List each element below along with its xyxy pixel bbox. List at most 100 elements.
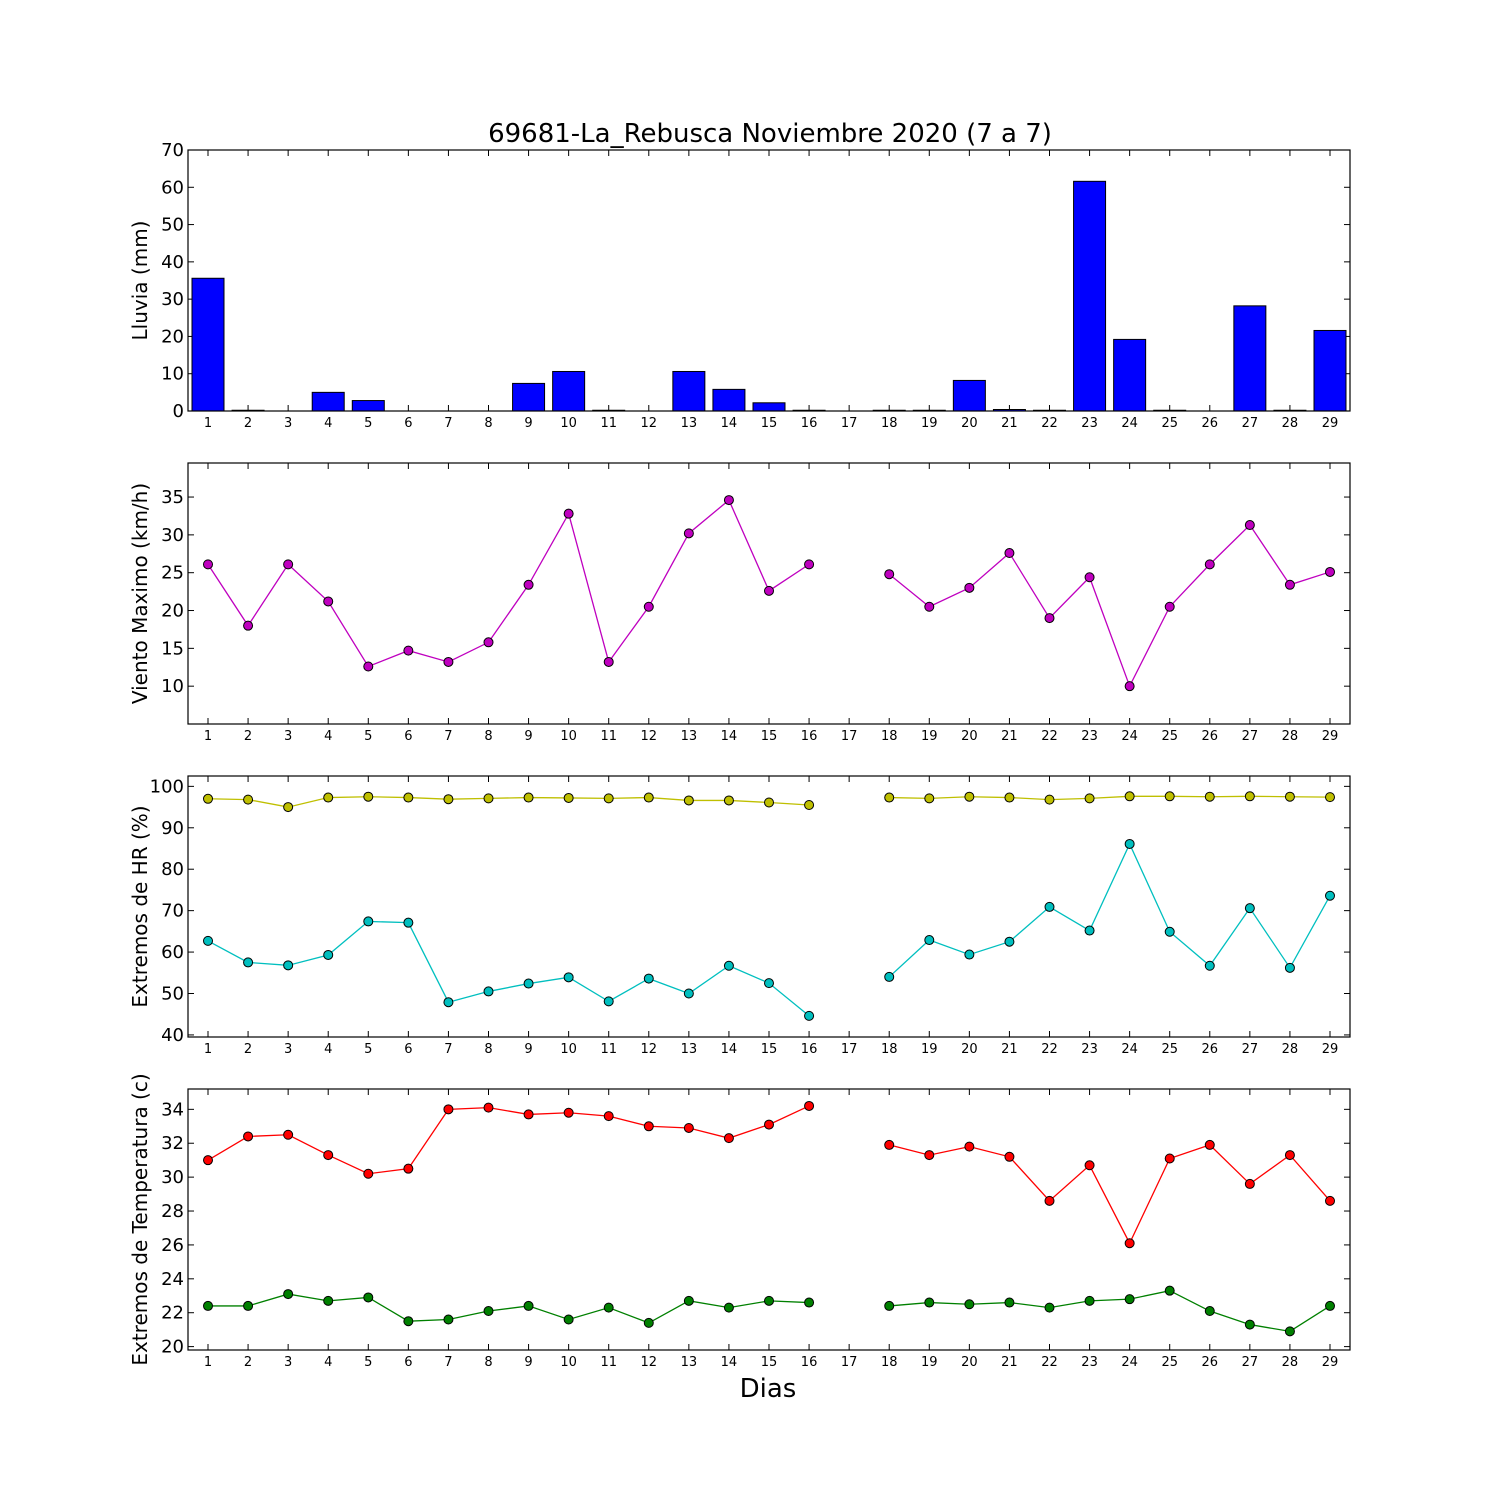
- bar-day-24: [1113, 338, 1147, 412]
- series-2-point-day-8: [483, 986, 494, 997]
- x-tick-label: 20: [961, 1355, 978, 1370]
- y-tick-label: 30: [161, 1167, 184, 1188]
- x-tick-label: 19: [921, 1355, 938, 1370]
- series-1-point-day-7: [443, 1104, 454, 1115]
- series-1-point-day-22: [1044, 613, 1055, 624]
- series-2-point-day-24: [1124, 1294, 1135, 1305]
- series-2-point-day-23: [1084, 925, 1095, 936]
- series-1-point-day-18: [884, 569, 895, 580]
- series-1-point-day-9: [523, 579, 534, 590]
- series-2-point-day-3: [283, 1289, 294, 1300]
- series-1-point-day-20: [964, 791, 975, 802]
- x-tick-label: 26: [1202, 416, 1219, 431]
- x-tick-label: 29: [1322, 729, 1339, 744]
- series-1-point-day-12: [643, 601, 654, 612]
- series-2-point-day-15: [764, 1295, 774, 1306]
- series-1-point-day-9: [523, 792, 534, 803]
- x-tick-label: 14: [721, 729, 738, 744]
- x-tick-label: 21: [1001, 729, 1018, 744]
- x-tick-label: 9: [524, 1042, 532, 1057]
- series-1-point-day-14: [723, 795, 734, 806]
- series-1-point-day-26: [1204, 1139, 1215, 1150]
- y-tick-label: 90: [161, 818, 184, 839]
- x-tick-label: 24: [1121, 729, 1138, 744]
- series-1-point-day-5: [363, 791, 374, 802]
- x-tick-label: 26: [1202, 729, 1219, 744]
- x-tick-label: 21: [1001, 416, 1018, 431]
- series-1-point-day-6: [403, 645, 414, 656]
- x-tick-label: 6: [404, 1042, 412, 1057]
- plot-frame: [187, 775, 1351, 1038]
- series-2-point-day-24: [1124, 838, 1135, 849]
- x-tick-label: 3: [284, 416, 292, 431]
- series-1-point-day-1: [203, 559, 213, 570]
- series-2-line: [888, 842, 1331, 978]
- series-2-point-day-4: [323, 1295, 334, 1306]
- x-tick-label: 4: [324, 1042, 332, 1057]
- x-tick-label: 2: [244, 1042, 252, 1057]
- y-tick-label: 25: [161, 563, 184, 584]
- series-2-point-day-2: [243, 957, 254, 968]
- x-tick-label: 22: [1041, 729, 1058, 744]
- x-tick-label: 5: [364, 1042, 372, 1057]
- x-tick-label: 6: [404, 729, 412, 744]
- y-tick-label: 60: [161, 177, 184, 198]
- series-2-point-day-25: [1164, 1285, 1175, 1296]
- bar-day-10: [552, 370, 586, 412]
- series-2-point-day-22: [1044, 1302, 1055, 1313]
- series-1-point-day-22: [1044, 1195, 1055, 1206]
- x-tick-label: 1: [204, 416, 212, 431]
- series-1-point-day-11: [603, 656, 614, 667]
- series-1-point-day-18: [884, 1139, 895, 1150]
- x-tick-label: 4: [324, 416, 332, 431]
- series-2-point-day-16: [804, 1297, 815, 1308]
- x-tick-label: 10: [560, 1355, 577, 1370]
- series-2-point-day-26: [1204, 960, 1215, 971]
- x-tick-label: 15: [761, 1355, 778, 1370]
- x-tick-label: 13: [681, 416, 698, 431]
- y-axis-label: Viento Maximo (km/h): [128, 483, 152, 704]
- x-axis-label: Dias: [740, 1374, 797, 1404]
- series-1-line: [207, 796, 810, 808]
- x-tick-label: 27: [1242, 1042, 1259, 1057]
- series-1-point-day-25: [1164, 601, 1175, 612]
- series-1-point-day-7: [443, 794, 454, 805]
- x-tick-label: 5: [364, 416, 372, 431]
- x-tick-label: 1: [204, 1355, 212, 1370]
- series-2-point-day-23: [1084, 1295, 1095, 1306]
- series-1-point-day-8: [483, 1102, 494, 1113]
- series-1-point-day-19: [924, 601, 935, 612]
- series-2-line: [889, 1289, 1331, 1333]
- series-2-point-day-15: [764, 978, 774, 989]
- bar-day-4: [311, 391, 345, 412]
- series-2-point-day-18: [884, 1300, 895, 1311]
- x-tick-label: 27: [1242, 1355, 1259, 1370]
- x-tick-label: 3: [284, 1042, 292, 1057]
- series-1-point-day-20: [964, 1141, 975, 1152]
- x-tick-label: 19: [921, 1042, 938, 1057]
- x-tick-label: 25: [1161, 1355, 1178, 1370]
- x-tick-label: 3: [284, 729, 292, 744]
- y-tick-label: 26: [161, 1235, 184, 1256]
- series-1-point-day-1: [203, 1155, 213, 1166]
- series-1-point-day-23: [1084, 793, 1095, 804]
- series-1-point-day-29: [1325, 1195, 1335, 1206]
- bar-day-20: [952, 379, 986, 412]
- bar-day-5: [351, 400, 385, 412]
- y-tick-label: 24: [161, 1269, 184, 1290]
- x-tick-label: 4: [324, 1355, 332, 1370]
- x-tick-label: 22: [1041, 416, 1058, 431]
- series-2-point-day-20: [964, 949, 975, 960]
- y-axis-label: Lluvia (mm): [128, 221, 152, 341]
- bar-day-23: [1073, 180, 1107, 412]
- x-tick-label: 18: [881, 1355, 898, 1370]
- x-tick-label: 11: [600, 1355, 617, 1370]
- bar-day-27: [1233, 305, 1267, 412]
- y-tick-label: 28: [161, 1201, 184, 1222]
- x-tick-label: 25: [1161, 729, 1178, 744]
- series-2-point-day-28: [1284, 962, 1295, 973]
- series-2-point-day-8: [483, 1306, 494, 1317]
- x-tick-label: 12: [641, 729, 658, 744]
